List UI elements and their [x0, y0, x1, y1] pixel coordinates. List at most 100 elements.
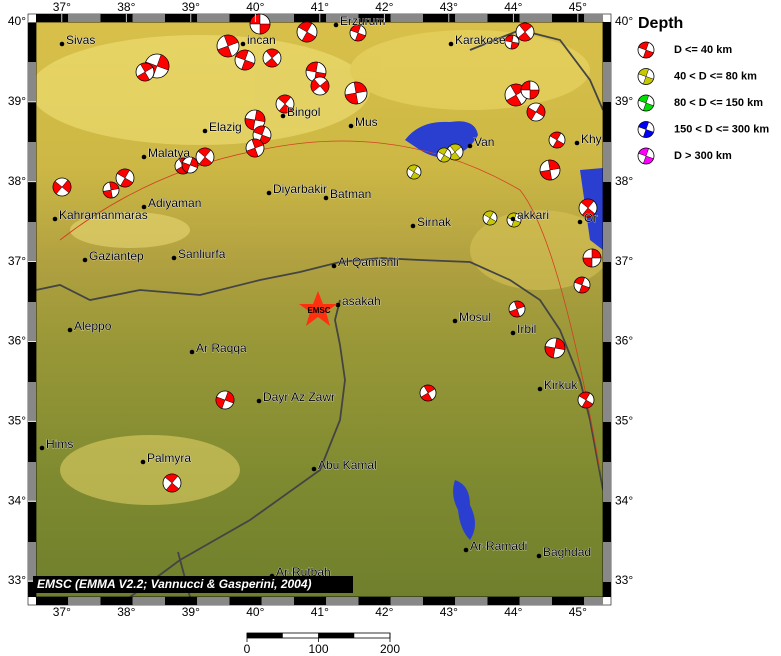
frame-segment: [603, 542, 611, 582]
city-label: Dayr Az Zawr: [263, 390, 335, 404]
city-dot: [331, 263, 337, 269]
city-label: Malatya: [148, 146, 190, 160]
lon-tick-label: 38°: [117, 605, 135, 619]
scale-segment: [247, 633, 283, 638]
credit: EMSC (EMMA V2.2; Vannucci & Gasperini, 2…: [37, 577, 312, 591]
focal-quadrant: [244, 109, 266, 131]
frame-segment: [261, 14, 294, 22]
epicenter-label: EMSC: [307, 306, 330, 315]
city-label: Kahramanmaras: [59, 208, 148, 222]
focal-quadrant: [483, 210, 497, 226]
legend-label: 80 < D <= 150 km: [674, 97, 763, 109]
city-label: Baghdad: [543, 545, 591, 559]
frame-segment: [603, 222, 611, 262]
city-label: Aleppo: [74, 319, 112, 333]
lon-tick-label: 39°: [182, 0, 200, 14]
frame-segment: [603, 102, 611, 142]
credit-box: [33, 576, 353, 593]
city-dot: [448, 41, 454, 47]
frame-segment: [519, 14, 552, 22]
city-dot: [59, 41, 65, 47]
lat-tick-label: 34°: [8, 493, 26, 507]
city-label: Mus: [355, 115, 378, 129]
map-frame: [27, 13, 612, 606]
frame-segment: [423, 14, 456, 22]
city-label: Ar-Ramadi: [470, 539, 527, 553]
city-label: Gaziantep: [89, 249, 144, 263]
city-dot: [266, 190, 272, 196]
lon-tick-label: 37°: [53, 605, 71, 619]
focal-quadrant: [215, 391, 235, 409]
city-dot: [577, 219, 583, 225]
lon-tick-label: 42°: [375, 605, 393, 619]
city-dot: [82, 257, 88, 263]
lon-tick-label: 45°: [569, 0, 587, 14]
city-label: Sivas: [66, 33, 95, 47]
frame-segment: [603, 462, 611, 502]
city-label: Khy: [581, 132, 602, 146]
scale-label: 100: [308, 642, 328, 656]
frame-segment: [100, 597, 133, 605]
frame-segment: [28, 542, 36, 582]
focal-quadrant: [181, 157, 199, 173]
focal-quadrant: [102, 181, 120, 199]
focal-quadrant: [437, 147, 451, 163]
city-label: asakah: [342, 294, 381, 308]
lat-tick-label: 38°: [8, 174, 26, 188]
city-dot: [348, 123, 354, 129]
fault-line: [59, 140, 601, 471]
frame-segment: [28, 62, 36, 102]
frame-segment: [261, 597, 294, 605]
lat-tick-label: 37°: [615, 254, 633, 268]
focal-quadrant: [246, 138, 264, 158]
frame-segment: [36, 597, 69, 605]
city-dot: [202, 128, 208, 134]
scale-segment: [318, 633, 355, 638]
city-label: Irbil: [517, 322, 536, 336]
frame-segment: [28, 382, 36, 422]
frame-segment: [28, 342, 36, 382]
city-dot: [574, 140, 580, 146]
city-dot: [536, 553, 542, 559]
city-dot: [537, 386, 543, 392]
frame-segment: [487, 14, 520, 22]
lat-tick-label: 40°: [8, 14, 26, 28]
focal-quadrant: [350, 24, 366, 42]
lon-tick-label: 38°: [117, 0, 135, 14]
city-label: Sirnak: [417, 215, 452, 229]
city-dot: [141, 204, 147, 210]
lat-tick-label: 33°: [8, 573, 26, 587]
scale-label: 200: [380, 642, 400, 656]
focal-quadrant: [520, 80, 540, 100]
legend-label: 40 < D <= 80 km: [674, 70, 757, 82]
lat-tick-label: 37°: [8, 254, 26, 268]
city-dot: [311, 466, 317, 472]
legend-label: D > 300 km: [674, 150, 732, 162]
frame-segment: [28, 502, 36, 542]
lat-tick-label: 40°: [615, 14, 633, 28]
city-dot: [280, 113, 286, 119]
city-dot: [240, 41, 246, 47]
city-label: Ar-Rutbah: [276, 565, 331, 579]
city-dot: [333, 22, 339, 28]
city-label: Van: [474, 135, 494, 149]
city-dot: [52, 216, 58, 222]
epicenter-star: [299, 291, 337, 326]
city-dot: [140, 459, 146, 465]
frame-segment: [28, 222, 36, 262]
city-label: Al Qamishli: [338, 255, 399, 269]
frame-segment: [603, 342, 611, 382]
lon-tick-label: 42°: [375, 0, 393, 14]
lon-tick-label: 41°: [311, 0, 329, 14]
frame-segment: [455, 597, 488, 605]
legend-label: 150 < D <= 300 km: [674, 123, 769, 135]
focal-quadrant: [638, 68, 654, 85]
city-dot: [189, 349, 195, 355]
lon-tick-label: 44°: [504, 605, 522, 619]
focal-quadrant: [578, 391, 594, 409]
lon-tick-label: 43°: [440, 605, 458, 619]
city-label: Kirkuk: [544, 378, 578, 392]
frame-segment: [100, 14, 133, 22]
frame-segment: [358, 597, 391, 605]
frame-segment: [603, 182, 611, 222]
